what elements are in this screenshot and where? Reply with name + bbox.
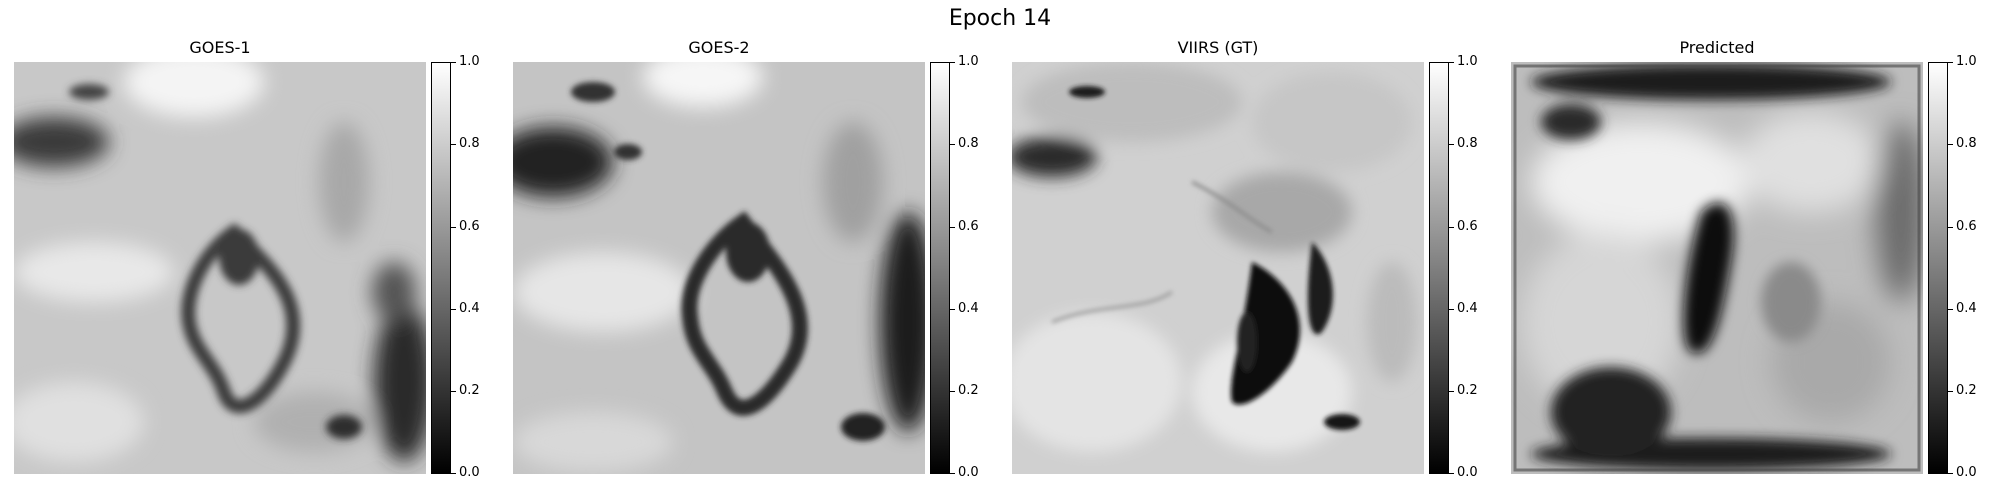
colorbar-tick bbox=[1948, 309, 1953, 310]
panel-title-viirs-gt: VIIRS (GT) bbox=[1177, 38, 1259, 57]
colorbar-tick bbox=[950, 227, 955, 228]
panel-title-predicted: Predicted bbox=[1679, 38, 1755, 57]
colorbar-tick-label: 0.8 bbox=[958, 136, 979, 151]
colorbar-tick-label: 0.6 bbox=[958, 219, 979, 234]
panel-title-goes-2: GOES-2 bbox=[688, 38, 750, 57]
colorbar-tick-label: 0.8 bbox=[1956, 136, 1977, 151]
colorbar-tick-label: 0.4 bbox=[1457, 301, 1478, 316]
colorbar-tick bbox=[1449, 62, 1454, 63]
colorbar-tick-label: 0.2 bbox=[1457, 383, 1478, 398]
colorbar-tick-label: 0.6 bbox=[459, 219, 480, 234]
colorbar-tick bbox=[950, 62, 955, 63]
panel-title-goes-1: GOES-1 bbox=[189, 38, 251, 57]
colorbar-tick-label: 0.2 bbox=[459, 383, 480, 398]
predicted-image bbox=[1511, 62, 1923, 474]
goes-1-image bbox=[14, 62, 426, 474]
colorbar-tick-label: 0.6 bbox=[1956, 219, 1977, 234]
colorbar-tick-label: 0.4 bbox=[958, 301, 979, 316]
colorbar-tick bbox=[950, 309, 955, 310]
colorbar-tick bbox=[1449, 391, 1454, 392]
colorbar-tick bbox=[1449, 144, 1454, 145]
colorbar-tick bbox=[451, 62, 456, 63]
colorbar-goes-2 bbox=[930, 62, 950, 474]
colorbar-tick-label: 1.0 bbox=[1457, 54, 1478, 69]
colorbar-tick-label: 0.0 bbox=[1457, 465, 1478, 480]
colorbar-tick bbox=[1948, 144, 1953, 145]
colorbar-tick-label: 0.2 bbox=[1956, 383, 1977, 398]
figure-title: Epoch 14 bbox=[948, 6, 1052, 31]
colorbar-tick-label: 0.0 bbox=[1956, 465, 1977, 480]
colorbar-tick-label: 0.4 bbox=[459, 301, 480, 316]
colorbar-tick bbox=[1948, 473, 1953, 474]
goes-2-image bbox=[513, 62, 925, 474]
colorbar-tick-label: 0.8 bbox=[459, 136, 480, 151]
colorbar-tick bbox=[1449, 227, 1454, 228]
colorbar-predicted bbox=[1928, 62, 1948, 474]
colorbar-tick-label: 0.4 bbox=[1956, 301, 1977, 316]
colorbar-tick bbox=[1948, 62, 1953, 63]
colorbar-goes-1 bbox=[431, 62, 451, 474]
colorbar-tick-label: 0.6 bbox=[1457, 219, 1478, 234]
colorbar-tick bbox=[451, 144, 456, 145]
colorbar-tick-label: 1.0 bbox=[1956, 54, 1977, 69]
colorbar-tick bbox=[451, 227, 456, 228]
colorbar-tick bbox=[451, 473, 456, 474]
colorbar-tick-label: 0.0 bbox=[958, 465, 979, 480]
colorbar-tick bbox=[451, 309, 456, 310]
colorbar-tick bbox=[950, 144, 955, 145]
colorbar-tick-label: 0.8 bbox=[1457, 136, 1478, 151]
colorbar-tick bbox=[451, 391, 456, 392]
viirs-gt-image bbox=[1012, 62, 1424, 474]
colorbar-tick-label: 0.2 bbox=[958, 383, 979, 398]
colorbar-tick bbox=[950, 391, 955, 392]
colorbar-tick bbox=[950, 473, 955, 474]
colorbar-tick bbox=[1948, 391, 1953, 392]
colorbar-tick-label: 1.0 bbox=[958, 54, 979, 69]
colorbar-viirs-gt bbox=[1429, 62, 1449, 474]
colorbar-tick bbox=[1948, 227, 1953, 228]
colorbar-tick bbox=[1449, 309, 1454, 310]
colorbar-tick-label: 1.0 bbox=[459, 54, 480, 69]
colorbar-tick-label: 0.0 bbox=[459, 465, 480, 480]
colorbar-tick bbox=[1449, 473, 1454, 474]
